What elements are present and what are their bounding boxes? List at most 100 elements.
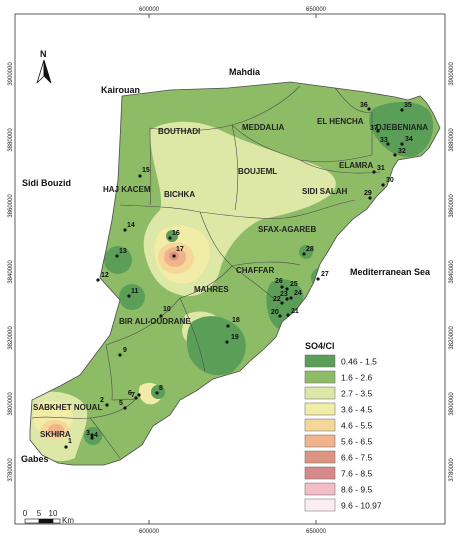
legend-swatch [304,450,336,464]
coord-left-2: 3880000 [8,128,14,152]
coord-left-4: 3840000 [8,260,14,284]
label-mahdia: Mahdia [229,67,261,77]
well-marker [137,393,141,397]
well-marker [285,297,289,301]
well-marker [400,142,404,146]
well-number: 31 [377,165,385,172]
well-number: 22 [273,296,281,303]
well-number: 26 [275,278,283,285]
well-number: 11 [131,288,139,295]
legend-label: 3.6 - 4.5 [341,405,372,415]
well-number: 28 [306,246,314,253]
zone-green-11 [119,284,145,310]
scale-label-10: 10 [49,509,58,518]
well-number: 21 [291,308,299,315]
label-kairouan: Kairouan [101,85,140,95]
label-bouthadi: BOUTHADI [158,127,200,136]
legend-swatch [304,466,336,480]
well-marker [118,353,122,357]
well-marker [115,254,119,258]
well-number: 19 [231,334,239,341]
legend-label: 8.6 - 9.5 [341,485,372,495]
legend-label: 1.6 - 2.6 [341,373,372,383]
legend-label: 6.6 - 7.5 [341,453,372,463]
well-marker [280,301,284,305]
label-mahres: MAHRES [194,285,229,294]
well-marker [316,277,320,281]
coord-left-5: 3820000 [8,326,14,350]
legend-title: SO4/Cl [305,341,335,351]
well-marker [123,228,127,232]
well-number: 2 [100,397,104,404]
legend-label: 5.6 - 6.5 [341,437,372,447]
legend-label: 2.7 - 3.5 [341,389,372,399]
zone-green-south [186,316,246,376]
well-marker [105,403,109,407]
coord-bottom-1: 600000 [139,529,160,535]
label-gabes: Gabes [21,454,49,464]
well-number: 27 [321,271,329,278]
label-meddalia: MEDDALIA [242,123,284,132]
coord-right-2: 3880000 [449,128,455,152]
legend-label: 9.6 - 10.97 [341,501,382,511]
coord-right-5: 3820000 [449,326,455,350]
well-marker [123,406,127,410]
well-number: 13 [119,248,127,255]
zone-green-28 [299,245,313,259]
well-number: 12 [101,272,109,279]
well-marker [368,196,372,200]
well-marker [393,153,397,157]
well-number: 14 [127,222,135,229]
label-elamra: ELAMRA [339,161,373,170]
well-marker [400,108,404,112]
well-number: 20 [271,309,279,316]
well-marker [381,183,385,187]
coord-left-7: 3780000 [8,458,14,482]
well-number: 24 [294,290,302,297]
well-marker [376,129,380,133]
well-marker [96,278,100,282]
well-number: 37 [370,125,378,132]
legend-swatch [304,386,336,400]
zone-orange-south [48,424,64,436]
legend-swatch [304,418,336,432]
well-number: 10 [163,306,171,313]
legend-label: 0.46 - 1.5 [341,357,377,367]
well-number: 1 [68,438,72,445]
legend-swatch [304,370,336,384]
coord-left-1: 3900000 [8,62,14,86]
well-number: 36 [360,102,368,109]
scale-bar: 0 5 10 Km [23,509,75,525]
legend-label: 7.6 - 8.5 [341,469,372,479]
legend-swatch [304,482,336,496]
well-marker [289,296,293,300]
well-marker [138,174,142,178]
well-number: 15 [142,167,150,174]
zone-green-east [369,102,434,157]
label-sea: Mediterranean Sea [350,267,431,277]
label-djebeniana: DJEBENIANA [376,123,428,132]
coord-right-1: 3900000 [449,62,455,86]
label-skhira: SKHIRA [40,430,71,439]
well-number: 34 [405,136,413,143]
coord-right-3: 3860000 [449,194,455,218]
well-number: 30 [386,177,394,184]
scale-label-0: 0 [23,509,28,518]
well-number: 16 [172,230,180,237]
well-marker [225,340,229,344]
well-marker [367,107,371,111]
well-number: 7 [131,392,135,399]
coord-left-3: 3860000 [8,194,14,218]
well-marker [64,445,68,449]
well-number: 18 [232,317,240,324]
well-number: 23 [280,291,288,298]
well-marker [280,285,284,289]
well-marker [90,433,94,437]
label-bir-ali: BIR ALI-OUDRANE [119,317,191,326]
coord-right-4: 3840000 [449,260,455,284]
well-marker [172,254,176,258]
north-label: N [40,49,47,59]
well-marker [278,314,282,318]
